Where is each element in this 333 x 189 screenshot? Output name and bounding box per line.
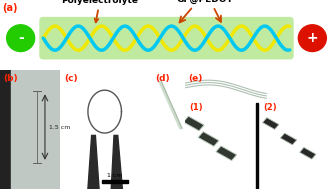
Bar (11, 70, 60, 189)
Text: (c): (c) (65, 74, 78, 83)
Text: (2): (2) (263, 103, 277, 112)
Text: (1): (1) (189, 103, 203, 112)
Text: GF@PEDOT: GF@PEDOT (176, 0, 233, 4)
Text: 20 μm: 20 μm (224, 176, 244, 181)
Polygon shape (280, 133, 297, 145)
Text: 0.2 mm: 0.2 mm (155, 173, 178, 178)
FancyBboxPatch shape (39, 17, 294, 59)
Text: 10 μm: 10 μm (301, 176, 321, 181)
Bar (157, 180, 177, 183)
Text: (d): (d) (156, 74, 170, 83)
Text: (b): (b) (3, 74, 18, 83)
Text: Polyelectrolyte: Polyelectrolyte (61, 0, 139, 22)
Polygon shape (262, 118, 279, 129)
Text: 1.5 cm: 1.5 cm (49, 125, 71, 130)
Text: 1 cm: 1 cm (107, 173, 123, 178)
Text: (a): (a) (2, 2, 17, 12)
Polygon shape (198, 132, 219, 146)
Polygon shape (183, 116, 204, 131)
Bar (293, 82, 327, 85)
Text: -: - (18, 31, 24, 45)
Text: (e): (e) (188, 74, 202, 83)
Polygon shape (300, 147, 316, 159)
Circle shape (7, 25, 35, 51)
Bar (297, 182, 324, 184)
Bar (220, 182, 248, 184)
Circle shape (298, 25, 326, 51)
Polygon shape (88, 135, 99, 189)
Polygon shape (111, 135, 123, 189)
Bar (256, 103, 258, 189)
Bar (102, 180, 128, 183)
Polygon shape (216, 146, 237, 161)
Text: 100 μm: 100 μm (298, 76, 322, 81)
Bar (0, 70, 11, 189)
Text: +: + (307, 31, 318, 45)
